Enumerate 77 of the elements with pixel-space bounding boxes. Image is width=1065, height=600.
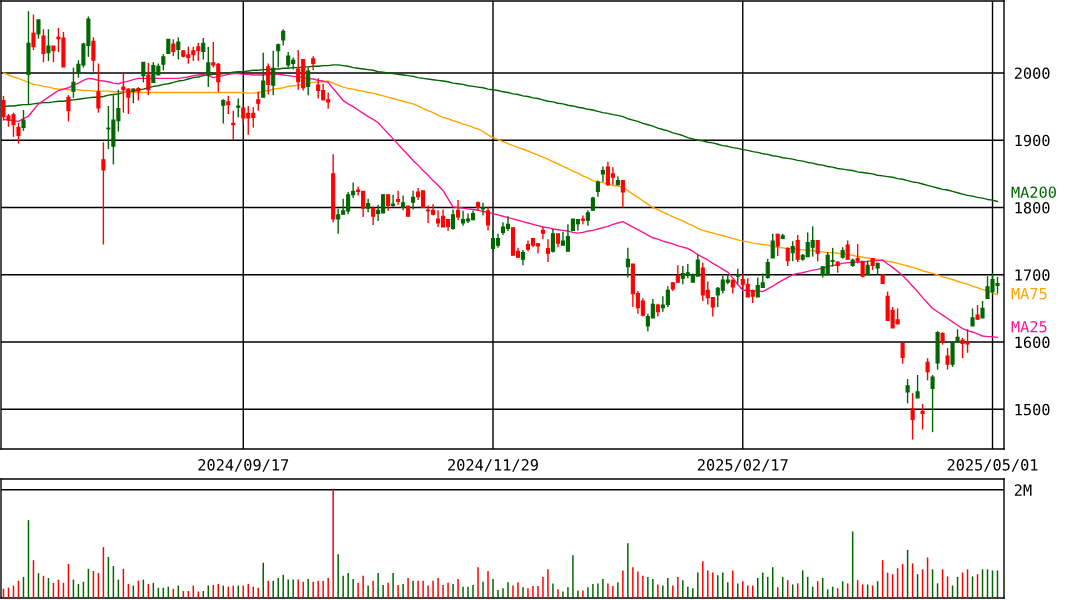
candlestick xyxy=(316,77,321,100)
candlestick xyxy=(411,189,416,211)
candlestick xyxy=(505,215,511,232)
y-tick-label: 1600 xyxy=(1015,336,1050,349)
candlestick xyxy=(460,210,466,227)
y-tick-label: 2000 xyxy=(1014,67,1050,80)
candlestick xyxy=(41,28,46,63)
x-tick-label: 2024/11/29 xyxy=(448,459,538,472)
candlestick xyxy=(945,347,950,371)
candlestick xyxy=(141,61,146,84)
candlestick xyxy=(540,226,546,240)
candlestick xyxy=(201,37,206,61)
candlestick xyxy=(46,28,51,62)
candlestick xyxy=(226,95,231,115)
candlestick xyxy=(550,228,556,254)
candlestick xyxy=(625,247,630,279)
candlestick xyxy=(815,239,820,263)
candlestick xyxy=(785,246,790,267)
candlestick xyxy=(146,62,151,96)
candlestick xyxy=(256,91,261,112)
candlestick xyxy=(426,204,431,224)
candlestick xyxy=(910,392,915,441)
candlestick xyxy=(396,189,401,206)
candlestick xyxy=(795,234,800,263)
candlestick xyxy=(845,239,850,261)
candlestick xyxy=(950,342,955,368)
candlestick xyxy=(21,109,26,132)
candlestick xyxy=(600,165,605,183)
candlestick xyxy=(371,206,376,226)
candlestick xyxy=(810,225,815,258)
candlestick xyxy=(221,98,226,125)
candlestick xyxy=(905,378,910,404)
x-tick-label: 2024/09/17 xyxy=(198,459,289,472)
candlestick xyxy=(620,179,625,209)
y-tick-label: 1800 xyxy=(1015,202,1050,214)
candlestick xyxy=(236,97,241,119)
candlestick xyxy=(391,194,396,208)
candlestick xyxy=(490,229,496,252)
y-tick-label: 1700 xyxy=(1015,269,1050,281)
candlestick xyxy=(770,233,775,259)
candlestick xyxy=(16,122,21,145)
series-label: MA25 xyxy=(1011,320,1047,333)
candlestick xyxy=(336,208,341,235)
candlestick xyxy=(855,243,860,265)
y-tick-label: 1900 xyxy=(1015,134,1050,147)
x-tick-label: 2025/02/17 xyxy=(697,459,788,472)
candlestick xyxy=(915,374,920,399)
x-tick-label: 2025/05/01 xyxy=(947,459,1038,472)
series-label: MA200 xyxy=(1011,186,1056,198)
y-tick-label: 1500 xyxy=(1015,403,1050,416)
candlestick xyxy=(480,202,486,217)
candlestick xyxy=(31,13,36,51)
series-label: MA75 xyxy=(1011,288,1047,300)
candlestick xyxy=(176,36,181,61)
candlestick xyxy=(665,285,670,308)
candlestick xyxy=(91,36,96,73)
candlestick xyxy=(485,206,491,232)
candlestick xyxy=(925,357,930,382)
candlestick xyxy=(296,49,301,91)
y-tick-label: 2M xyxy=(1014,484,1032,496)
candlestick xyxy=(765,257,770,280)
candlestick xyxy=(151,61,156,84)
candlestick xyxy=(436,209,441,228)
candlestick xyxy=(920,403,925,431)
candlestick xyxy=(610,166,615,186)
candlestick xyxy=(565,223,570,252)
candlestick xyxy=(450,208,456,231)
candlestick xyxy=(101,141,106,246)
candlestick xyxy=(96,62,101,114)
candlestick xyxy=(455,199,461,221)
candlestick xyxy=(266,62,271,96)
candlestick xyxy=(36,19,41,40)
candlestick xyxy=(930,374,935,433)
candlestick xyxy=(900,342,905,365)
candlestick xyxy=(66,94,71,123)
candlestick xyxy=(790,240,795,263)
candlestick xyxy=(545,238,551,263)
